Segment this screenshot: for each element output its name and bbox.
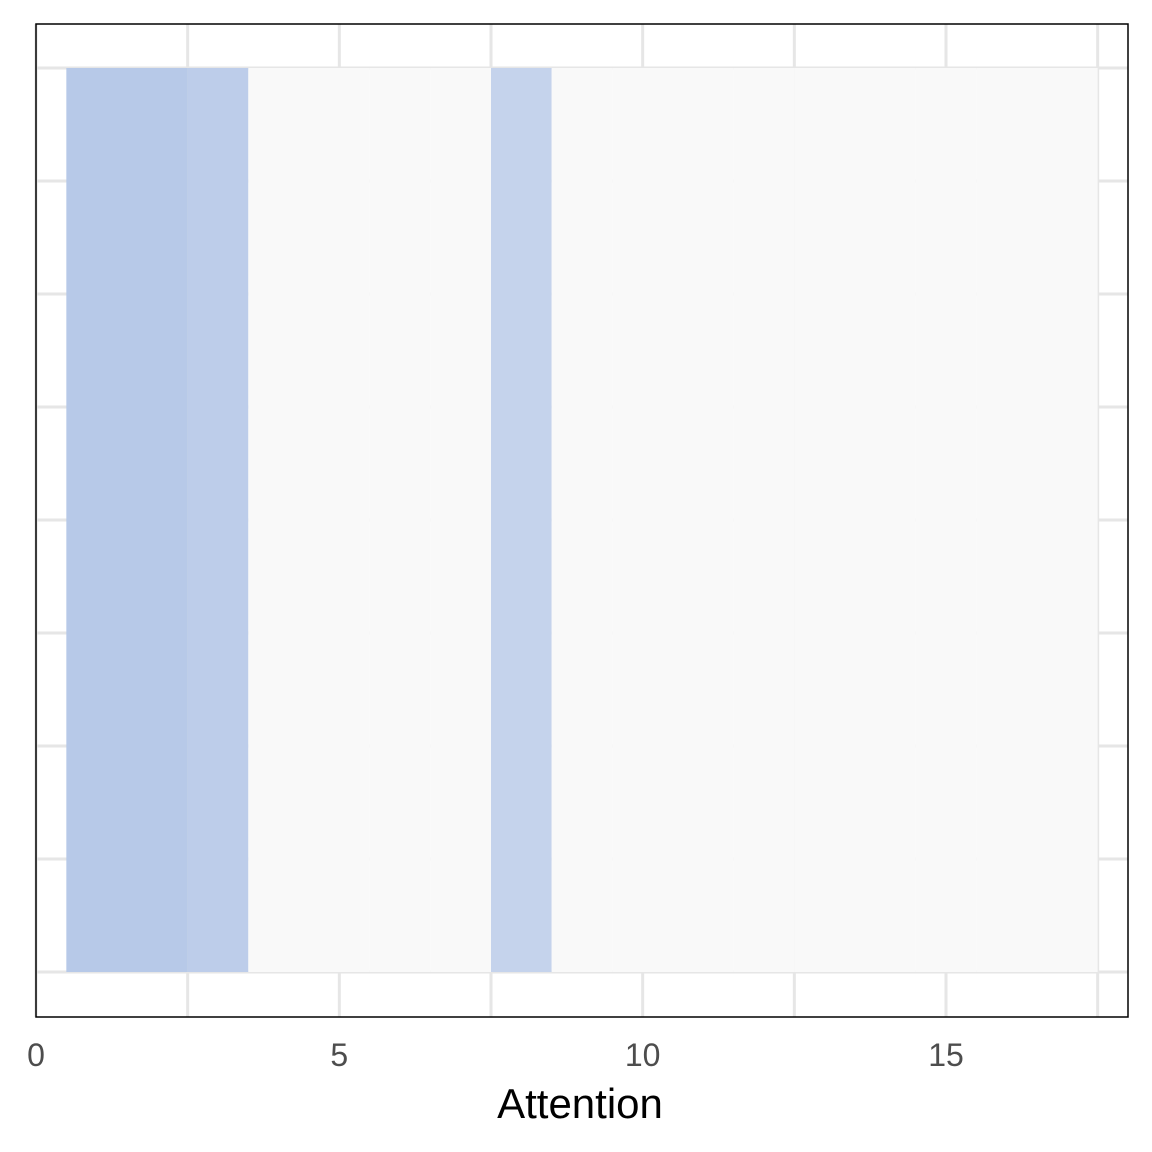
- heatmap-cell: [369, 68, 431, 972]
- heatmap-cell: [248, 68, 309, 972]
- heatmap-cells: [66, 68, 1098, 972]
- x-axis-title: Attention: [497, 1080, 663, 1127]
- heatmap-cell: [430, 68, 491, 972]
- heatmap-cell: [612, 68, 673, 972]
- heatmap-cell: [733, 68, 795, 972]
- x-axis-ticks: 0 5 10 15: [27, 1037, 964, 1073]
- x-tick-label: 5: [330, 1037, 348, 1073]
- heatmap-cell: [976, 68, 1037, 972]
- x-tick-label: 0: [27, 1037, 45, 1073]
- heatmap-cell: [491, 68, 552, 972]
- heatmap-cell: [187, 68, 249, 972]
- x-tick-label: 15: [928, 1037, 964, 1073]
- heatmap-cell: [66, 68, 127, 972]
- heatmap-cell: [673, 68, 734, 972]
- heatmap-cell: [309, 68, 370, 972]
- heatmap-cell: [1037, 68, 1098, 972]
- panel-border: [35, 23, 1129, 1018]
- heatmap-cell: [915, 68, 977, 972]
- x-tick-label: 10: [625, 1037, 661, 1073]
- heatmap-cell: [794, 68, 855, 972]
- heatmap-cell: [127, 68, 188, 972]
- heatmap-cell: [551, 68, 613, 972]
- heatmap-cell: [855, 68, 916, 972]
